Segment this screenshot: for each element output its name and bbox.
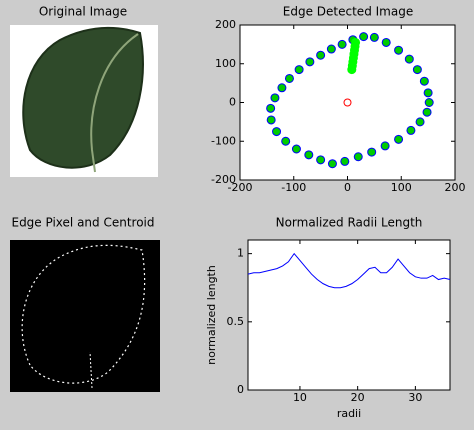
x-tick-label: 100: [391, 181, 412, 194]
point: [343, 98, 352, 107]
point: [284, 73, 294, 83]
point: [394, 134, 404, 144]
leaf-image: [10, 25, 158, 177]
point: [305, 57, 315, 67]
point: [381, 37, 391, 47]
point: [369, 32, 379, 42]
y-tick-label: 0: [237, 383, 244, 396]
panel-title: Edge Pixel and Centroid: [11, 216, 154, 230]
point: [419, 76, 429, 86]
x-tick-label: 20: [351, 391, 365, 404]
point: [281, 136, 291, 146]
point: [326, 44, 336, 54]
x-axis-label: radii: [337, 407, 361, 420]
x-tick-label: -200: [228, 181, 253, 194]
point: [404, 54, 414, 64]
point: [406, 125, 416, 135]
point: [424, 98, 434, 107]
panel-title: Original Image: [39, 5, 127, 19]
y-tick-label: -200: [211, 173, 236, 186]
point: [415, 117, 425, 127]
point: [353, 152, 363, 162]
point: [423, 88, 433, 98]
x-tick-label: 10: [293, 391, 307, 404]
x-tick-label: -100: [281, 181, 306, 194]
line: [247, 252, 451, 289]
point: [327, 159, 337, 169]
edge-image: [10, 240, 160, 392]
y-tick-label: 0: [229, 96, 236, 109]
point: [266, 103, 276, 113]
point: [337, 39, 347, 49]
plot-area: [239, 24, 456, 181]
point: [316, 155, 326, 165]
point: [316, 50, 326, 60]
point: [291, 144, 301, 154]
y-tick-label: 100: [215, 57, 236, 70]
point: [394, 45, 404, 55]
point: [270, 93, 280, 103]
point: [294, 65, 304, 75]
point: [304, 150, 314, 160]
x-tick-label: 200: [445, 181, 466, 194]
y-tick-label: 0.5: [227, 315, 245, 328]
point: [266, 115, 276, 125]
point: [272, 127, 282, 137]
point: [359, 32, 369, 42]
point: [380, 141, 390, 151]
panel-title: Normalized Radii Length: [276, 216, 423, 230]
point: [351, 37, 361, 47]
panel-title: Edge Detected Image: [283, 5, 413, 19]
y-tick-label: 200: [215, 18, 236, 31]
x-tick-label: 0: [344, 181, 351, 194]
y-axis-label: normalized length: [205, 265, 218, 365]
point: [277, 83, 287, 93]
x-tick-label: 30: [408, 391, 422, 404]
point: [422, 107, 432, 117]
point: [367, 147, 377, 157]
y-tick-label: -100: [211, 134, 236, 147]
y-tick-label: 1: [237, 247, 244, 260]
point: [412, 65, 422, 75]
point: [340, 156, 350, 166]
plot-area: [247, 239, 451, 391]
